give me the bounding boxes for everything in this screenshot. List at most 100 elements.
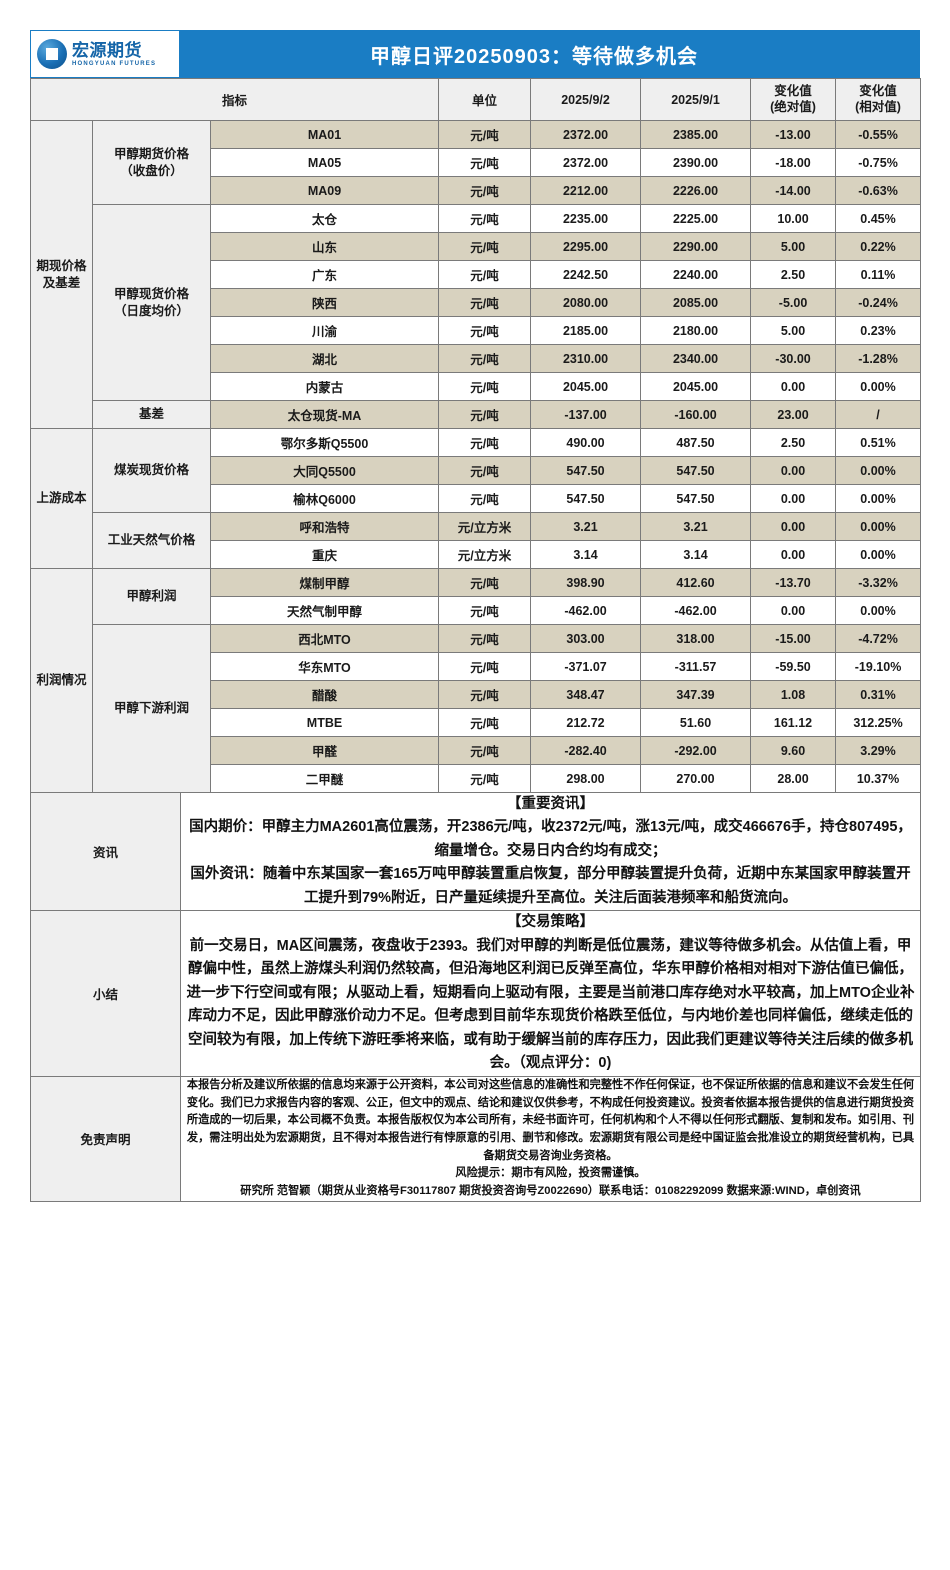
table-row: 山东 元/吨 2295.00 2290.00 5.00 0.22% <box>31 232 922 261</box>
row-change-absolute: 23.00 <box>750 400 837 429</box>
row-unit: 元/吨 <box>438 344 532 373</box>
row-value-current: 547.50 <box>530 456 642 485</box>
row-name: 鄂尔多斯Q5500 <box>209 428 440 457</box>
table-row: 榆林Q6000 元/吨 547.50 547.50 0.00 0.00% <box>31 484 922 513</box>
row-change-absolute: -5.00 <box>750 288 837 317</box>
row-change-absolute: -13.70 <box>750 568 837 597</box>
header-change-abs-line1: 变化值 <box>774 83 812 98</box>
row-value-current: 2185.00 <box>530 316 642 345</box>
group-label: 基差 <box>92 400 211 429</box>
row-change-absolute: 9.60 <box>750 736 837 765</box>
row-change-absolute: 0.00 <box>750 456 837 485</box>
row-change-relative: 312.25% <box>835 708 922 737</box>
row-unit: 元/吨 <box>438 204 532 233</box>
disclaimer-row: 免责声明 本报告分析及建议所依据的信息均来源于公开资料，本公司对这些信息的准确性… <box>30 1075 921 1202</box>
row-value-current: 3.21 <box>530 512 642 541</box>
row-name: 陕西 <box>209 288 440 317</box>
row-name: 大同Q5500 <box>209 456 440 485</box>
row-change-relative: -0.55% <box>835 120 922 149</box>
row-value-current: 2235.00 <box>530 204 642 233</box>
row-value-previous: 270.00 <box>640 764 752 793</box>
row-unit: 元/吨 <box>438 260 532 289</box>
row-change-relative: 0.00% <box>835 456 922 485</box>
row-change-relative: -19.10% <box>835 652 922 681</box>
row-unit: 元/吨 <box>438 484 532 513</box>
row-name: 煤制甲醇 <box>209 568 440 597</box>
summary-heading: 【交易策略】 <box>507 914 594 931</box>
row-change-absolute: 10.00 <box>750 204 837 233</box>
row-name: 甲醛 <box>209 736 440 765</box>
row-value-current: 398.90 <box>530 568 642 597</box>
row-name: 重庆 <box>209 540 440 569</box>
table-row: 大同Q5500 元/吨 547.50 547.50 0.00 0.00% <box>31 456 922 485</box>
table-row: 华东MTO 元/吨 -371.07 -311.57 -59.50 -19.10% <box>31 652 922 681</box>
row-value-previous: 2180.00 <box>640 316 752 345</box>
header-change-abs-line2: (绝对值) <box>770 99 816 114</box>
row-change-absolute: 1.08 <box>750 680 837 709</box>
row-value-current: 2080.00 <box>530 288 642 317</box>
header-indicator: 指标 <box>29 78 440 121</box>
row-name: 二甲醚 <box>209 764 440 793</box>
report-container: 宏源期货 HONGYUAN FUTURES 甲醇日评20250903：等待做多机… <box>29 30 922 1202</box>
row-value-current: 2242.50 <box>530 260 642 289</box>
row-change-relative: 0.22% <box>835 232 922 261</box>
logo-text: 宏源期货 HONGYUAN FUTURES <box>72 42 156 67</box>
table-row: 甲醇下游利润 西北MTO 元/吨 303.00 318.00 -15.00 -4.72% <box>31 624 922 793</box>
row-value-previous: 2226.00 <box>640 176 752 205</box>
row-name: 广东 <box>209 260 440 289</box>
row-change-relative: / <box>835 400 922 429</box>
row-value-previous: 2390.00 <box>640 148 752 177</box>
row-value-previous: 2340.00 <box>640 344 752 373</box>
table-row: 广东 元/吨 2242.50 2240.00 2.50 0.11% <box>31 260 922 289</box>
row-change-absolute: 0.00 <box>750 484 837 513</box>
row-value-previous: 2290.00 <box>640 232 752 261</box>
row-unit: 元/吨 <box>438 372 532 401</box>
row-change-absolute: 5.00 <box>750 232 837 261</box>
row-value-previous: 2085.00 <box>640 288 752 317</box>
row-value-previous: 3.14 <box>640 540 752 569</box>
table-row: 期现价格 及基差 甲醇期货价格 （收盘价） MA01 元/吨 2372.00 2385.00-… <box>30 120 922 429</box>
row-value-previous: 2225.00 <box>640 204 752 233</box>
row-change-relative: 0.31% <box>835 680 922 709</box>
row-name: 西北MTO <box>209 624 440 653</box>
table-body: 期现价格 及基差 甲醇期货价格 （收盘价） MA01 元/吨 2372.00 2385.00-… <box>30 120 922 793</box>
row-unit: 元/吨 <box>438 232 532 261</box>
report-header: 宏源期货 HONGYUAN FUTURES 甲醇日评20250903：等待做多机… <box>30 30 920 78</box>
row-unit: 元/吨 <box>438 652 532 681</box>
row-unit: 元/吨 <box>438 400 532 429</box>
row-change-relative: 0.00% <box>835 372 922 401</box>
table-row: 甲醇现货价格 （日度均价） 太仓 元/吨 2235.00 2225.00 10.00 0.45… <box>31 204 922 401</box>
table-row: 天然气制甲醇 元/吨 -462.00 -462.00 0.00 0.00% <box>31 596 922 625</box>
row-name: 湖北 <box>209 344 440 373</box>
section-label: 期现价格 及基差 <box>30 120 93 429</box>
table-row: 二甲醚 元/吨 298.00 270.00 28.00 10.37% <box>31 764 922 793</box>
row-change-relative: 3.29% <box>835 736 922 765</box>
company-logo: 宏源期货 HONGYUAN FUTURES <box>31 31 179 77</box>
header-change-abs: 变化值 (绝对值) <box>750 78 837 121</box>
table-row: 醋酸 元/吨 348.47 347.39 1.08 0.31% <box>31 680 922 709</box>
row-name: MA09 <box>209 176 440 205</box>
row-change-absolute: 0.00 <box>750 372 837 401</box>
row-value-current: 298.00 <box>530 764 642 793</box>
row-value-previous: 547.50 <box>640 484 752 513</box>
group-label: 工业天然气价格 <box>92 512 211 569</box>
row-value-current: -282.40 <box>530 736 642 765</box>
row-unit: 元/吨 <box>438 708 532 737</box>
row-unit: 元/吨 <box>438 176 532 205</box>
row-name: 川渝 <box>209 316 440 345</box>
row-value-current: 2295.00 <box>530 232 642 261</box>
row-change-absolute: 0.00 <box>750 512 837 541</box>
row-change-absolute: 0.00 <box>750 540 837 569</box>
row-unit: 元/吨 <box>438 120 532 149</box>
commentary-table: 资讯 【重要资讯】 国内期价：甲醇主力MA2601高位震荡，开2386元/吨，收… <box>30 791 921 1202</box>
row-change-relative: 0.11% <box>835 260 922 289</box>
row-name: MA01 <box>209 120 440 149</box>
group-label: 甲醇下游利润 <box>92 624 211 793</box>
header-change-rel: 变化值 (相对值) <box>835 78 922 121</box>
section-label: 利润情况 <box>30 568 93 793</box>
row-name: 呼和浩特 <box>209 512 440 541</box>
header-change-rel-line1: 变化值 <box>859 83 897 98</box>
row-value-previous: -462.00 <box>640 596 752 625</box>
header-change-rel-line2: (相对值) <box>855 99 901 114</box>
logo-circle-icon <box>37 39 67 69</box>
